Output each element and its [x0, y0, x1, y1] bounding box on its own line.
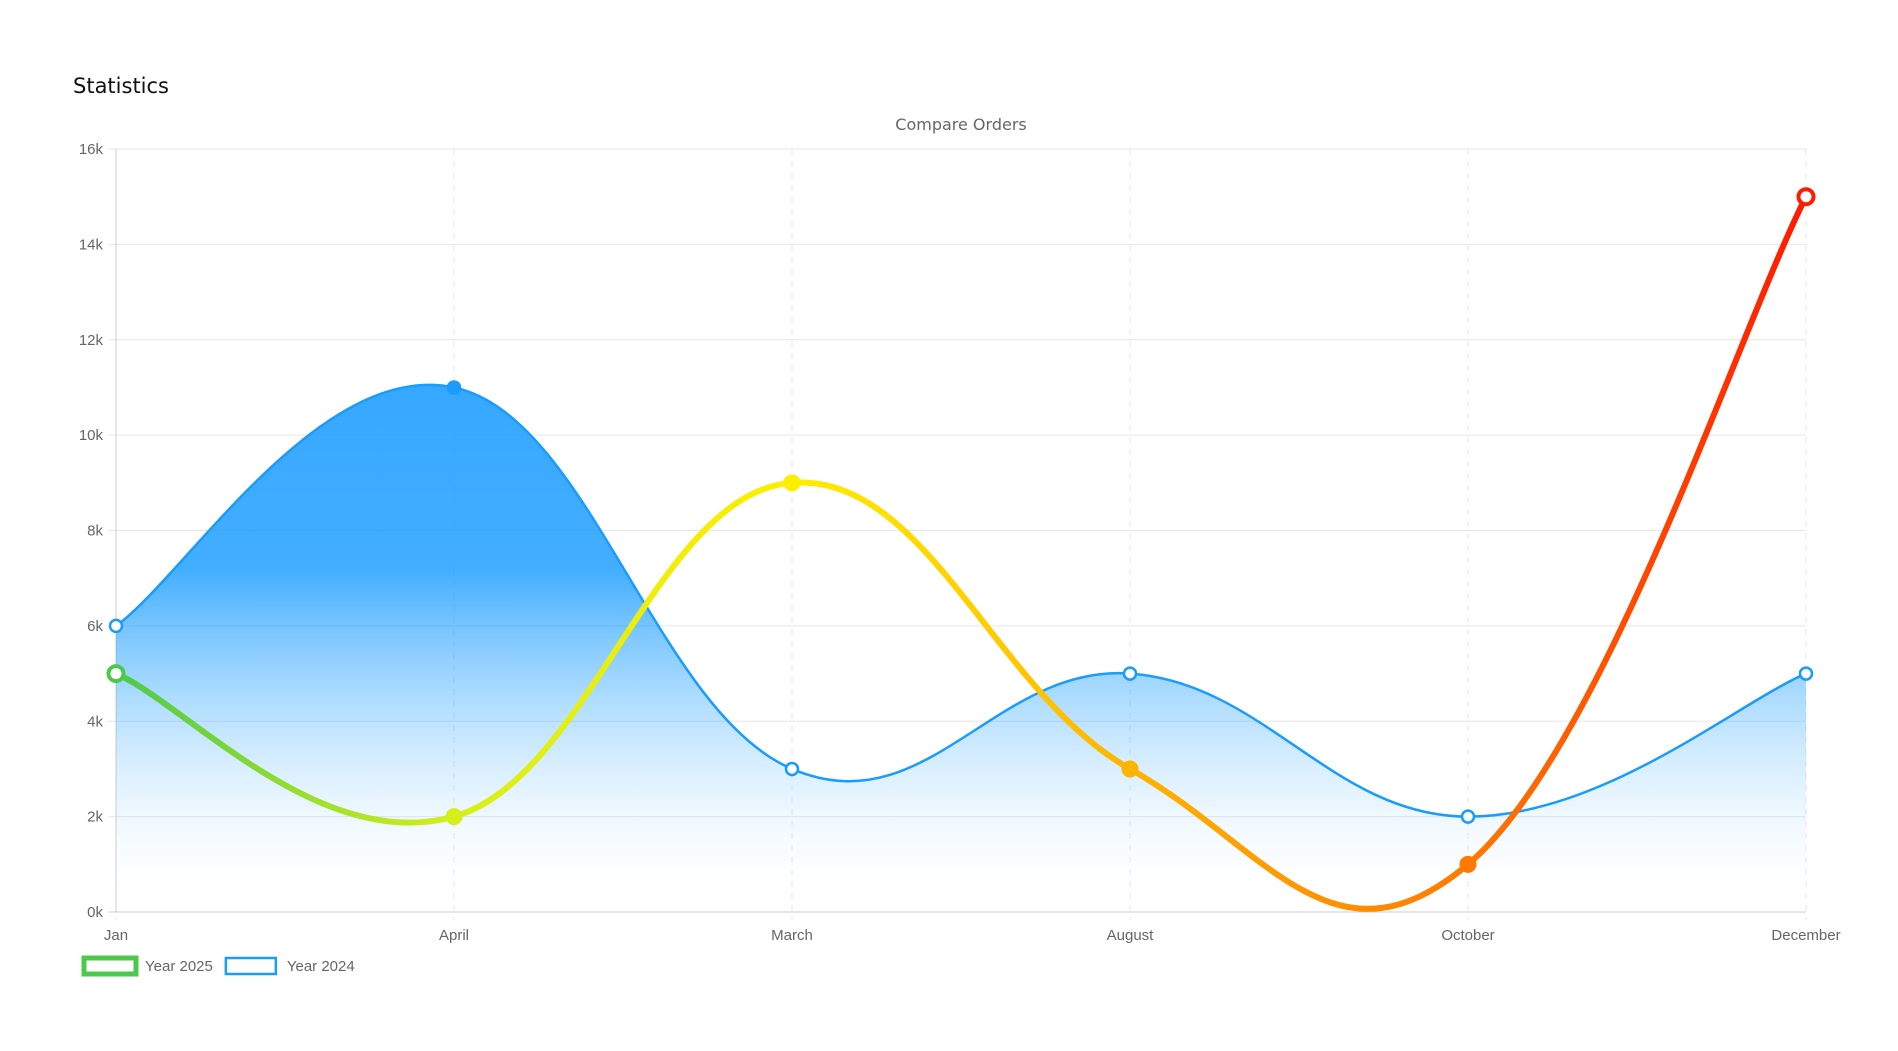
area-layer [116, 384, 1806, 912]
axis-labels: 0k 2k 4k 6k 8k 10k 12k 14k 16k Jan April March Augus… [79, 141, 1841, 944]
y-tick-label: 6k [87, 618, 103, 635]
point-layer [106, 187, 1816, 873]
x-tick-label: August [1107, 927, 1155, 944]
legend-swatch [224, 956, 278, 976]
data-point-year-2025[interactable] [445, 808, 463, 826]
data-point-year-2024[interactable] [108, 618, 124, 634]
y-tick-label: 4k [87, 713, 103, 730]
data-point-year-2025[interactable] [783, 474, 801, 492]
data-point-year-2025[interactable] [106, 664, 126, 684]
y-tick-label: 0k [87, 904, 103, 921]
data-point-year-2024[interactable] [1798, 666, 1814, 681]
x-tick-label: October [1441, 927, 1494, 944]
data-point-year-2025[interactable] [1121, 760, 1139, 778]
series-area-year-2024 [116, 384, 1806, 912]
data-point-year-2024[interactable] [1122, 666, 1138, 681]
chart-title: Compare Orders [895, 115, 1026, 134]
x-tick-label: Jan [104, 927, 128, 944]
page-title: Statistics [73, 74, 169, 98]
y-tick-label: 8k [87, 523, 103, 540]
y-tick-label: 10k [79, 427, 104, 444]
legend-item[interactable]: Year 2024 [224, 956, 355, 976]
data-point-year-2024[interactable] [446, 380, 462, 395]
data-point-year-2025[interactable] [1796, 187, 1816, 207]
data-point-year-2025[interactable] [1459, 855, 1477, 873]
series-line-year-2025 [113, 193, 1809, 912]
x-tick-label: April [439, 927, 469, 944]
data-point-year-2024[interactable] [784, 761, 800, 777]
legend-label: Year 2025 [145, 958, 213, 975]
legend-swatch [81, 955, 139, 977]
y-tick-label: 14k [79, 236, 104, 253]
x-tick-label: December [1771, 927, 1840, 944]
legend[interactable]: Year 2025 Year 2024 [81, 955, 355, 977]
series-line-year-2024 [115, 383, 1807, 818]
line-layer [113, 193, 1809, 912]
y-tick-label: 12k [79, 332, 104, 349]
legend-item[interactable]: Year 2025 [81, 955, 213, 977]
data-point-year-2024[interactable] [1460, 809, 1476, 824]
y-tick-label: 16k [79, 141, 104, 158]
legend-label: Year 2024 [287, 958, 355, 975]
x-tick-label: March [771, 927, 813, 944]
y-tick-label: 2k [87, 809, 103, 826]
